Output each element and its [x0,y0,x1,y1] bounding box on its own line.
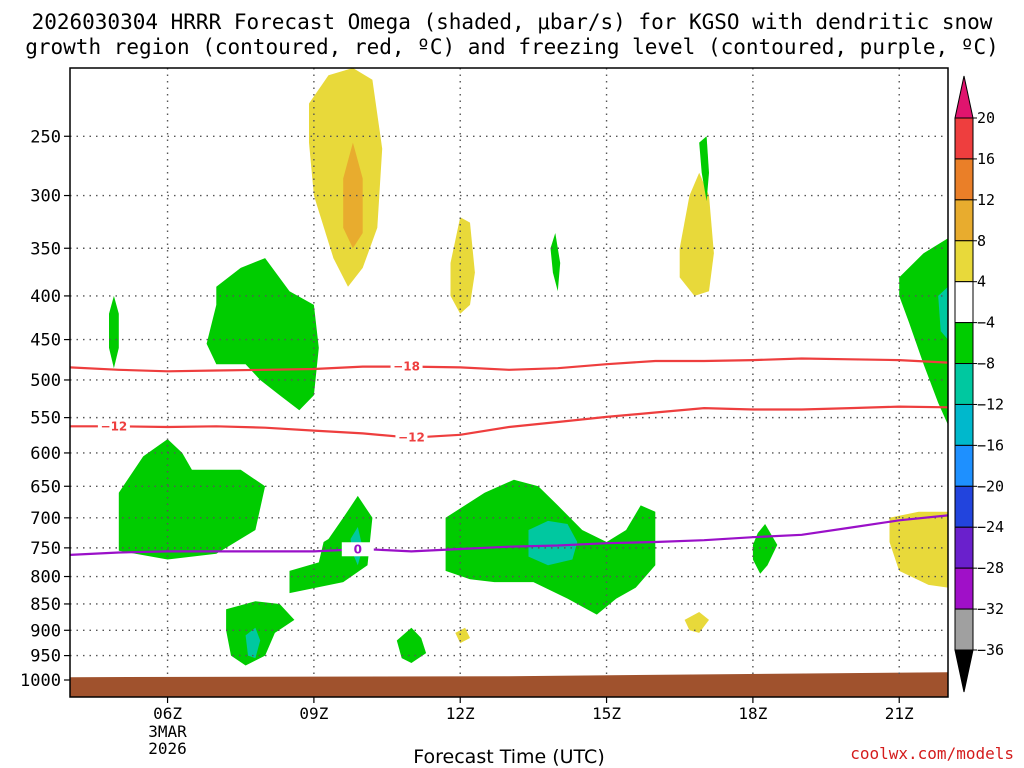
y-axis-ticks: 250 300 350 400 450 500 550 600 650 700 750 800 850 9… [20,127,70,691]
y-tick-label: 450 [30,331,61,351]
chart-title-line-1: 2026030304 HRRR Forecast Omega (shaded, … [31,10,993,34]
y-tick-label: 800 [30,568,61,588]
colorbar-label: 8 [977,232,986,250]
chart-title-line-2: growth region (contoured, red, ºC) and f… [25,35,999,59]
omega-region-4 [889,511,948,588]
contour-label-0: 0 [354,542,362,556]
contour-label-bg [97,419,130,434]
x-axis-label: Forecast Time (UTC) [413,746,605,768]
colorbar-label: −32 [977,600,1004,618]
omega-region-2 [450,217,475,314]
x-tick-label: 12Z [446,704,475,723]
x-tick-label: 18Z [738,704,767,723]
colorbar-bin [954,158,974,201]
omega-shaded-regions [109,68,948,666]
contour-label-bg [390,359,423,374]
y-tick-label: 1000 [20,671,61,691]
y-tick-label: 650 [30,477,61,497]
plot-border [69,67,949,698]
omega-region-18 [396,627,427,663]
contour-label--12b: −12 [398,431,425,445]
contour-line-0 [70,514,948,556]
colorbar-bin [954,240,974,283]
colorbar-bin [954,444,974,487]
omega-region-16 [226,601,295,666]
colorbar-label: 20 [977,109,995,127]
x-tick-label: 21Z [885,704,914,723]
colorbar-bin [954,322,974,365]
omega-region-9 [699,136,709,202]
contour-label-bg [341,542,374,557]
colorbar-label: 4 [977,273,986,291]
y-tick-label: 550 [30,409,61,429]
date-label: 2026 [148,739,187,758]
date-label: 3MAR [148,722,187,741]
y-tick-label: 900 [30,621,61,641]
omega-region-12 [938,286,948,340]
colorbar-label: −4 [977,314,995,332]
y-tick-label: 300 [30,187,61,207]
x-tick-label: 09Z [299,704,328,723]
y-tick-label: 400 [30,287,61,307]
colorbar-bin [954,608,974,651]
contour-label-bg [395,430,428,445]
contour-label--18: −18 [393,360,420,374]
contour-lines: −18 −12 −12 0 [70,357,948,557]
omega-region-7 [109,295,119,369]
colorbar-under-triangle [954,649,974,693]
y-tick-label: 250 [30,127,61,147]
y-tick-label: 500 [30,371,61,391]
colorbar-label: −24 [977,518,1004,536]
x-tick-label: 06Z [153,704,182,723]
ground-fill [70,672,948,697]
colorbar-label: −36 [977,641,1004,659]
omega-region-8 [206,258,319,411]
site-credit: coolwx.com/models [850,744,1014,763]
y-tick-label: 750 [30,539,61,559]
x-tick-label: 15Z [592,704,621,723]
colorbar-bin [954,403,974,446]
colorbar-label: 12 [977,191,995,209]
omega-region-5 [684,612,709,633]
ground-layer [70,672,948,697]
colorbar-bin [954,117,974,160]
y-tick-label: 700 [30,509,61,529]
contour-label--12: −12 [101,419,128,433]
omega-region-1 [343,142,363,249]
colorbar-label: −20 [977,477,1004,495]
omega-region-14 [289,495,373,594]
y-tick-label: 950 [30,647,61,667]
plot-frame [69,67,949,698]
colorbar-label: −12 [977,395,1004,413]
colorbar-label: −28 [977,559,1004,577]
colorbar-label: −16 [977,436,1004,454]
omega-region-21 [752,524,778,574]
contour-line--12 [70,405,948,439]
colorbar-bin [954,281,974,324]
omega-region-20 [528,520,578,566]
contour-line--18 [70,357,948,373]
y-tick-label: 350 [30,239,61,259]
omega-region-17 [245,627,261,659]
y-tick-label: 850 [30,595,61,615]
omega-region-10 [550,233,561,292]
colorbar-bin [954,363,974,405]
colorbar-label: 16 [977,150,995,168]
omega-region-3 [679,172,714,296]
colorbar-label: −8 [977,355,995,373]
omega-region-13 [118,439,266,560]
colorbar-over-triangle [954,75,974,119]
y-tick-label: 600 [30,444,61,464]
colorbar-bin [954,199,974,242]
omega-region-6 [455,627,470,644]
colorbar-bin [954,567,974,610]
colorbar: 20 16 12 8 4 −4 −8 −12 −16 −20 −24 −28 −32 −36 [954,75,1004,693]
colorbar-bin [954,485,974,528]
colorbar-bin [954,526,974,569]
omega-region-11 [899,238,948,425]
